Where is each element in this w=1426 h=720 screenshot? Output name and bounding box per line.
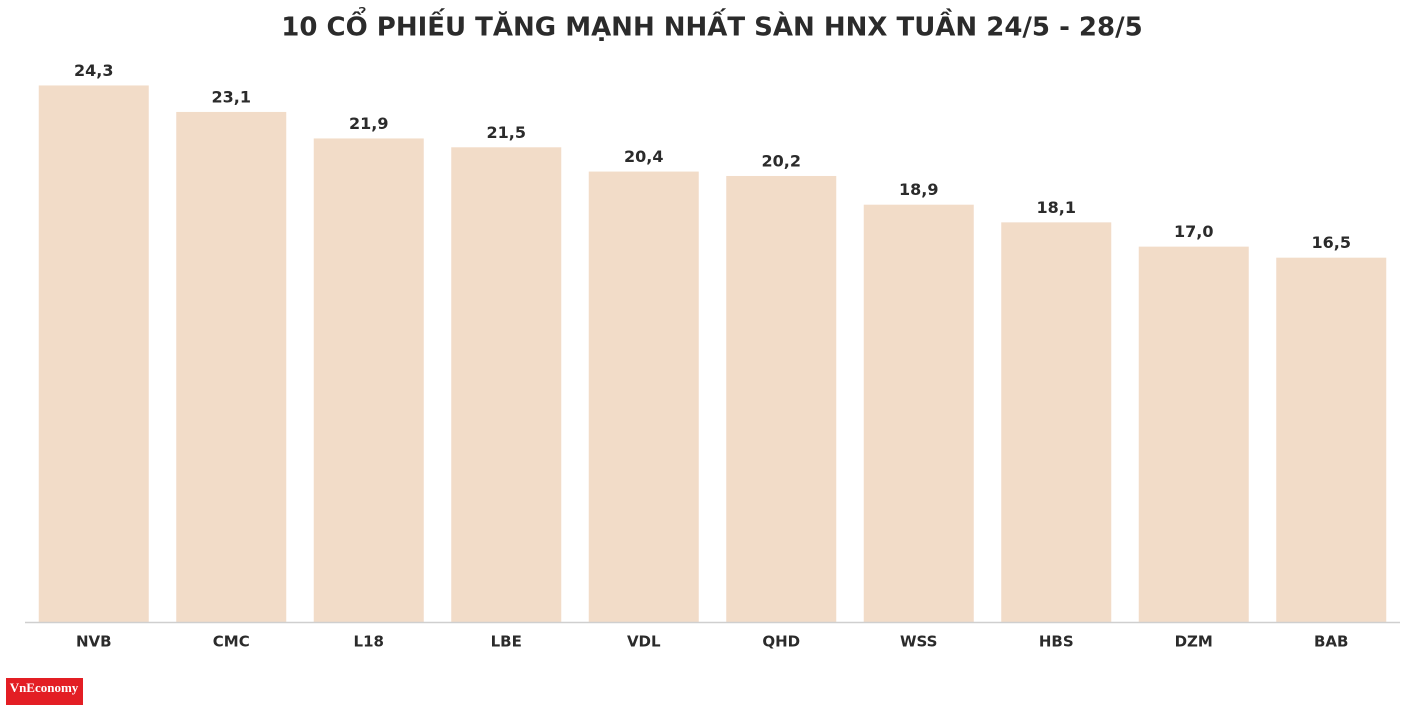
x-tick-label: NVB: [76, 633, 112, 651]
x-tick-label: DZM: [1175, 633, 1213, 651]
value-label: 18,1: [1037, 198, 1076, 217]
logo-box: [6, 678, 83, 705]
value-label: 21,9: [349, 114, 388, 133]
bar: [726, 175, 837, 622]
chart-title: 10 CỔ PHIẾU TĂNG MẠNH NHẤT SÀN HNX TUẦN …: [281, 5, 1142, 43]
bar: [176, 111, 287, 623]
x-tick-label: L18: [354, 633, 384, 651]
x-tick-label: HBS: [1039, 633, 1074, 651]
value-label: 20,2: [762, 151, 801, 170]
value-label: 18,9: [899, 180, 938, 199]
logo: VnEconomy: [10, 680, 79, 695]
bar: [313, 138, 424, 622]
bar: [38, 85, 149, 623]
value-label: 21,5: [487, 123, 526, 142]
x-tick-label: VDL: [627, 633, 661, 651]
value-label: 17,0: [1174, 222, 1213, 241]
bar: [588, 171, 699, 622]
value-label: 24,3: [74, 61, 113, 80]
value-label: 23,1: [212, 87, 251, 106]
x-tick-label: BAB: [1314, 633, 1348, 651]
bar: [863, 204, 974, 623]
bar: [1001, 222, 1112, 623]
x-tick-label: CMC: [213, 633, 250, 651]
x-tick-label: QHD: [762, 633, 800, 651]
bar: [451, 147, 562, 622]
value-label: 20,4: [624, 147, 663, 166]
bar: [1138, 246, 1249, 622]
bar: [1276, 257, 1387, 622]
x-tick-label: LBE: [491, 633, 522, 651]
x-tick-label: WSS: [900, 633, 937, 651]
value-label: 16,5: [1312, 233, 1351, 252]
